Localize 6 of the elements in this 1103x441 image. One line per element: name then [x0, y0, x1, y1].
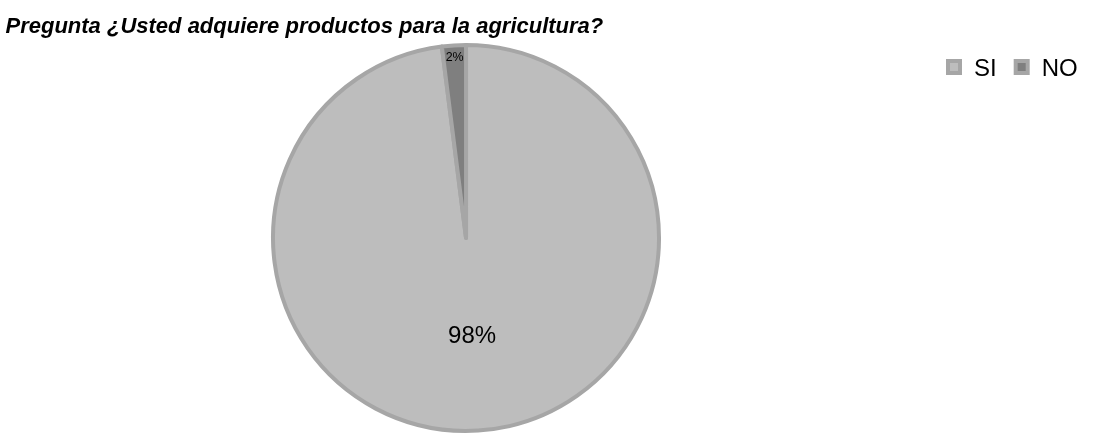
data-label: 2%: [445, 50, 464, 65]
data-label: 98%: [448, 320, 497, 348]
chart-title: Pregunta ¿Usted adquiere productos para la agricultura?: [5, 13, 604, 39]
pie-slice: [271, 43, 661, 433]
legend-label: NO: [1041, 54, 1078, 82]
legend-label: SI: [974, 54, 997, 82]
